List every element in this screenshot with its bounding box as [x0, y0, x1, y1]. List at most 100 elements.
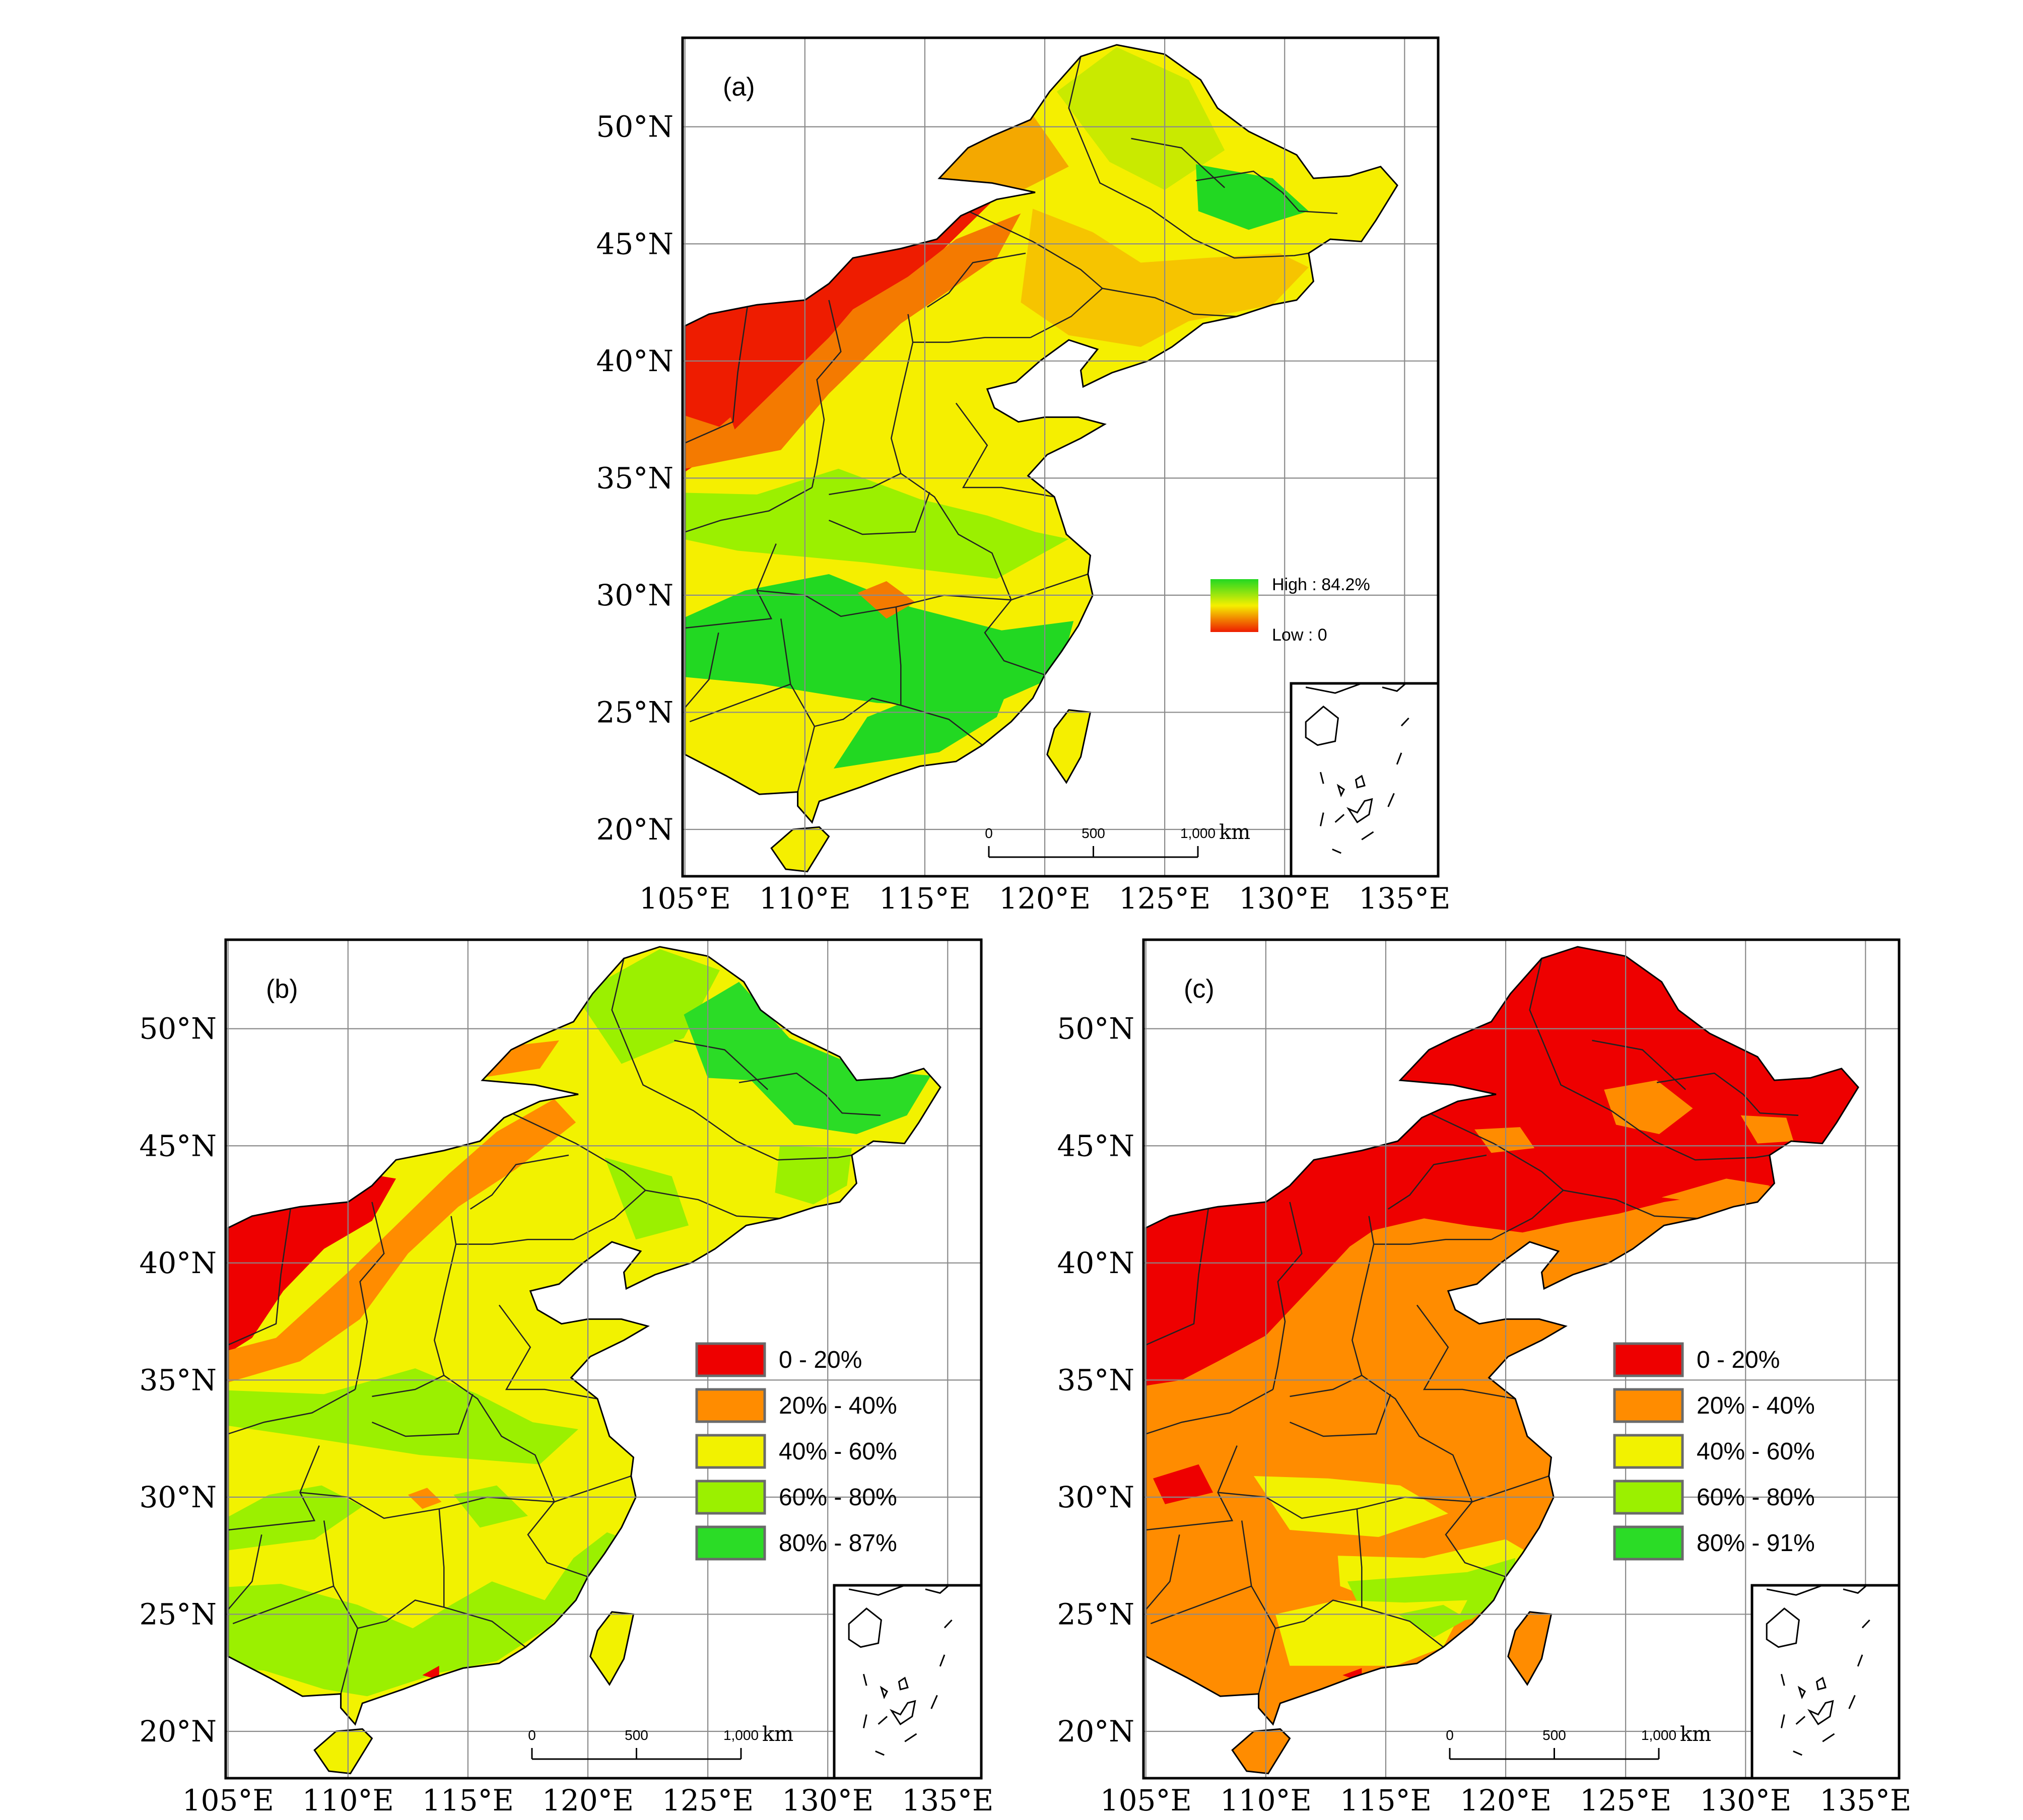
- scale-bar: 0 500 1,000 km: [985, 821, 1250, 858]
- lon-tick-label: 120°E: [999, 881, 1091, 916]
- province-border: [685, 543, 777, 629]
- province-border: [1272, 1202, 1303, 1390]
- scale-bar: 0 500 1,000 km: [1446, 1723, 1711, 1760]
- inset-outline: [1346, 798, 1373, 823]
- value-zone: [684, 982, 931, 1134]
- lat-tick-label: 25°N: [1057, 1597, 1134, 1631]
- inset-outline: [862, 1714, 867, 1728]
- inset-outline: [1305, 706, 1339, 746]
- value-zone: [1661, 1178, 1770, 1207]
- value-zone: [685, 213, 1021, 474]
- value-zone: [1196, 164, 1309, 230]
- south-china-sea-inset: [1290, 682, 1440, 878]
- inset-outline: [1797, 1686, 1806, 1700]
- province-border: [470, 1154, 569, 1210]
- panel-label: (b): [266, 974, 298, 1004]
- inset-outline: [930, 1695, 938, 1709]
- lat-tick-label: 25°N: [596, 695, 673, 729]
- province-border: [900, 473, 1012, 600]
- lon-tick-label: 135°E: [902, 1783, 993, 1817]
- inset-outline: [1305, 682, 1362, 694]
- province-border: [228, 1534, 262, 1610]
- legend-high-label: High : 84.2%: [1272, 575, 1370, 594]
- inset-outline: [1332, 849, 1341, 854]
- inset-outline: [1382, 682, 1406, 692]
- value-zone: [422, 1665, 439, 1680]
- lat-tick-label: 40°N: [139, 1246, 217, 1280]
- legend-swatch: [1613, 1434, 1684, 1469]
- province-border: [1145, 1388, 1273, 1435]
- province-border: [1374, 1239, 1492, 1245]
- inset-outline: [1400, 717, 1409, 727]
- inset-outline: [1848, 1695, 1856, 1709]
- province-border: [1388, 1154, 1487, 1210]
- lon-tick-label: 110°E: [1220, 1783, 1312, 1817]
- value-zone: [228, 1368, 578, 1464]
- panel-b: 50°N 45°N 40°N 35°N 30°N 25°N 20°N 105°E 110°E 11…: [139, 938, 993, 1817]
- value-zone: [834, 675, 1014, 769]
- legend-swatch: [1613, 1388, 1684, 1423]
- inset-outline: [878, 1716, 888, 1725]
- graticule: [683, 38, 1438, 876]
- lat-tick-label: 20°N: [1057, 1714, 1134, 1748]
- value-zone: [857, 581, 915, 619]
- inset-outline: [939, 1654, 946, 1667]
- province-border: [984, 599, 1045, 676]
- inset-outline: [1396, 752, 1402, 765]
- lat-tick-label: 20°N: [139, 1714, 217, 1748]
- province-border: [1195, 170, 1338, 215]
- lon-tick-label: 110°E: [302, 1783, 394, 1817]
- inset-outline: [848, 1584, 905, 1596]
- value-zone: [685, 574, 1074, 708]
- legend-label: 0 - 20%: [779, 1347, 862, 1373]
- lon-tick-label: 115°E: [879, 881, 971, 916]
- value-zone: [925, 115, 1069, 197]
- province-border: [1656, 1072, 1799, 1116]
- lon-tick-label: 115°E: [422, 1783, 514, 1817]
- inset-outline: [925, 1584, 950, 1594]
- inset-outline: [889, 1700, 916, 1725]
- scale-label: 0: [1446, 1727, 1454, 1743]
- legend-swatch: [695, 1525, 766, 1561]
- value-zone: [1056, 47, 1225, 190]
- panel-label: (a): [723, 73, 755, 102]
- province-border: [498, 1304, 598, 1399]
- legend-swatch: [1613, 1480, 1684, 1515]
- province-border: [955, 402, 1055, 498]
- inset-outline: [943, 1619, 953, 1629]
- lat-tick-label: 40°N: [596, 344, 673, 378]
- province-border: [1145, 1209, 1209, 1346]
- panel-c: 50°N 45°N 40°N 35°N 30°N 25°N 20°N 105°E 110°E 11…: [1057, 938, 1911, 1817]
- lat-tick-label: 30°N: [596, 578, 673, 612]
- lat-tick-label: 45°N: [139, 1129, 217, 1163]
- scale-label: 0: [528, 1727, 536, 1743]
- value-zone: [228, 1099, 576, 1389]
- province-border: [829, 492, 930, 535]
- legend-swatch: [1613, 1342, 1684, 1377]
- province-border: [963, 208, 1104, 338]
- value-zone: [408, 1488, 442, 1509]
- province-border: [1416, 1304, 1516, 1399]
- province-border: [927, 252, 1026, 308]
- scale-label: 500: [1542, 1727, 1566, 1743]
- inset-outline: [1780, 1714, 1785, 1728]
- lon-tick-label: 105°E: [182, 1783, 274, 1817]
- inset-outline: [1807, 1700, 1834, 1725]
- province-border: [1145, 1534, 1180, 1610]
- lat-tick-label: 50°N: [1057, 1012, 1134, 1046]
- inset-outline: [1822, 1733, 1835, 1742]
- lat-tick-label: 30°N: [139, 1480, 217, 1514]
- province-border: [443, 1375, 555, 1502]
- value-zone: [1397, 1604, 1467, 1638]
- lon-tick-label: 130°E: [1700, 1783, 1791, 1817]
- province-border: [354, 1202, 385, 1390]
- province-border: [1290, 1393, 1391, 1437]
- inset-outline: [862, 1673, 867, 1686]
- panel-a: 50°N 45°N 40°N 35°N 30°N 25°N 20°N 105°E 110°E 11…: [596, 36, 1450, 916]
- inset-outline: [1815, 1676, 1827, 1691]
- province-border: [228, 1209, 291, 1346]
- scale-unit: km: [762, 1723, 793, 1746]
- province-border: [456, 1239, 574, 1245]
- lon-tick-label: 120°E: [542, 1783, 634, 1817]
- value-zone: [1153, 1464, 1213, 1504]
